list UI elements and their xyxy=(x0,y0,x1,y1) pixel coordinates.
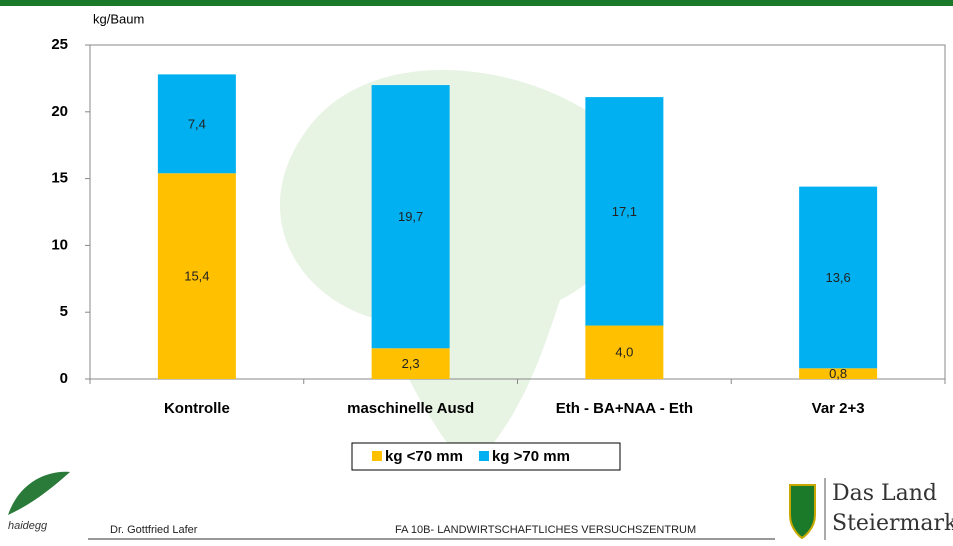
y-axis-label: kg/Baum xyxy=(93,11,144,26)
value-label: 2,3 xyxy=(402,356,420,371)
x-tick-label: Eth - BA+NAA - Eth xyxy=(556,400,693,417)
logo-right-line1: Das Land xyxy=(832,481,937,506)
legend-swatch xyxy=(478,451,489,461)
bar-segment xyxy=(157,74,236,174)
bar-segment xyxy=(371,85,450,349)
value-label: 15,4 xyxy=(184,269,209,284)
coat-of-arms xyxy=(789,484,816,540)
y-tick-label: 20 xyxy=(51,103,68,120)
legend-label: kg <70 mm xyxy=(385,448,463,465)
y-tick-label: 0 xyxy=(60,370,68,387)
bar-segment xyxy=(371,348,450,379)
x-tick-label: maschinelle Ausd xyxy=(347,400,474,417)
bar-segment xyxy=(799,368,878,379)
y-tick-label: 5 xyxy=(60,303,68,320)
value-label: 7,4 xyxy=(188,116,206,131)
logo-right-line2: Steiermark xyxy=(832,511,953,536)
chart: 0 5 10 15 20 25 15,4 7,4 Kontrolle 2,3 19,7 maschin… xyxy=(51,36,946,417)
footer-author: Dr. Gottfried Lafer xyxy=(110,524,198,536)
bar-segment xyxy=(157,173,236,379)
value-label: 4,0 xyxy=(615,345,633,360)
legend: kg <70 mm kg >70 mm xyxy=(372,448,570,465)
value-label: 0,8 xyxy=(829,366,847,381)
logo-left-icon xyxy=(8,471,70,515)
watermark xyxy=(279,70,635,470)
bar-segment xyxy=(799,186,878,369)
y-tick-label: 10 xyxy=(51,236,68,253)
logo-left-text: haidegg xyxy=(8,520,48,532)
value-label: 19,7 xyxy=(398,209,423,224)
legend-swatch xyxy=(372,451,382,461)
value-label: 17,1 xyxy=(612,204,637,219)
bar-segment xyxy=(585,97,664,326)
bar-segment xyxy=(585,325,664,379)
legend-label: kg >70 mm xyxy=(492,448,570,465)
y-tick-label: 15 xyxy=(51,170,68,187)
x-tick-label: Var 2+3 xyxy=(812,400,865,417)
x-tick-label: Kontrolle xyxy=(164,400,230,417)
y-tick-label: 25 xyxy=(51,36,68,53)
value-label: 13,6 xyxy=(825,270,850,285)
footer-institution: FA 10B- LANDWIRTSCHAFTLICHES VERSUCHSZEN… xyxy=(395,524,696,536)
top-band xyxy=(0,0,953,6)
